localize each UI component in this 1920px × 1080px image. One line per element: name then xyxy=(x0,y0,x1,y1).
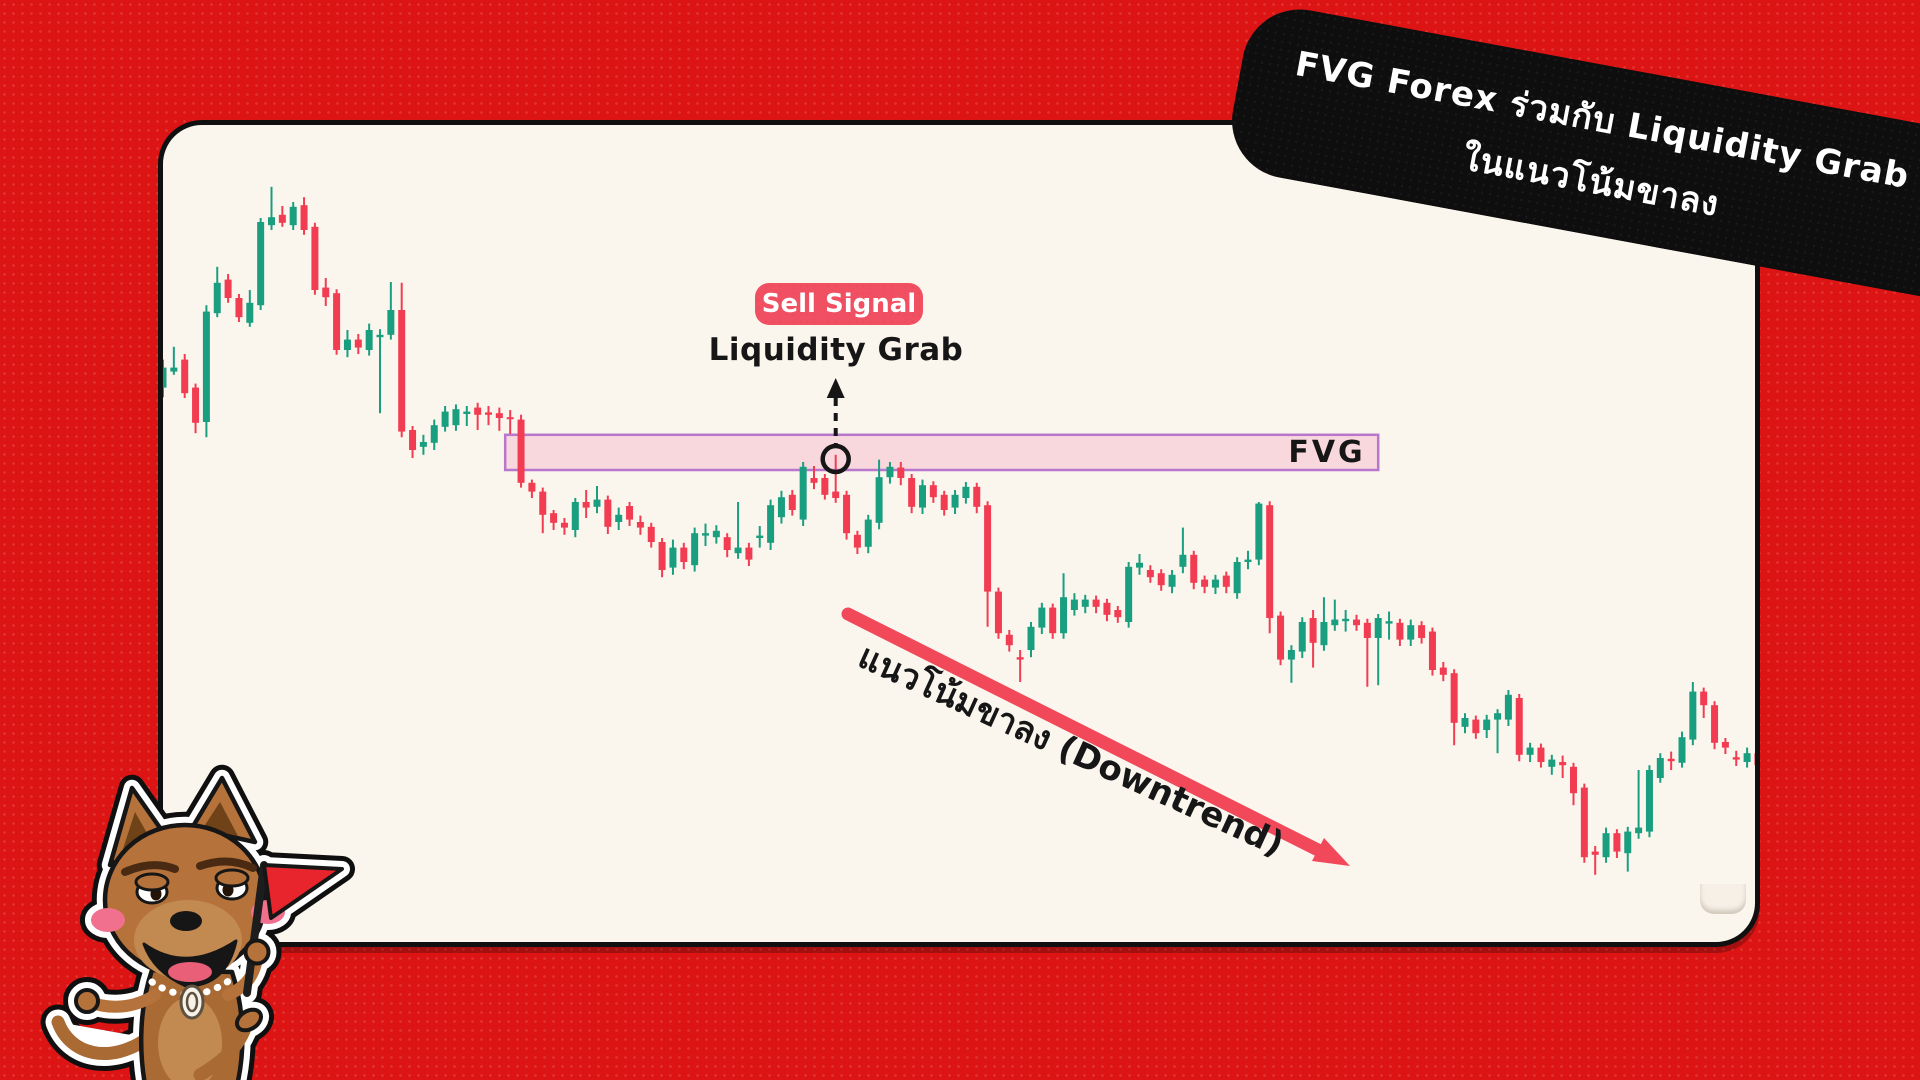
candles-group xyxy=(163,186,1755,875)
sell-signal-badge: Sell Signal xyxy=(755,283,923,325)
sell-signal-label: Sell Signal xyxy=(761,289,917,319)
downtrend-arrow xyxy=(841,607,1350,866)
chart-card xyxy=(158,120,1760,947)
card-corner-tab xyxy=(1700,884,1746,914)
liquidity-grab-marker xyxy=(820,378,851,475)
liquidity-grab-label: Liquidity Grab xyxy=(708,332,964,368)
dog-with-red-flag-icon xyxy=(40,764,355,1080)
fvg-label: FVG xyxy=(1288,435,1366,470)
fvg-zone-band xyxy=(503,433,1380,472)
